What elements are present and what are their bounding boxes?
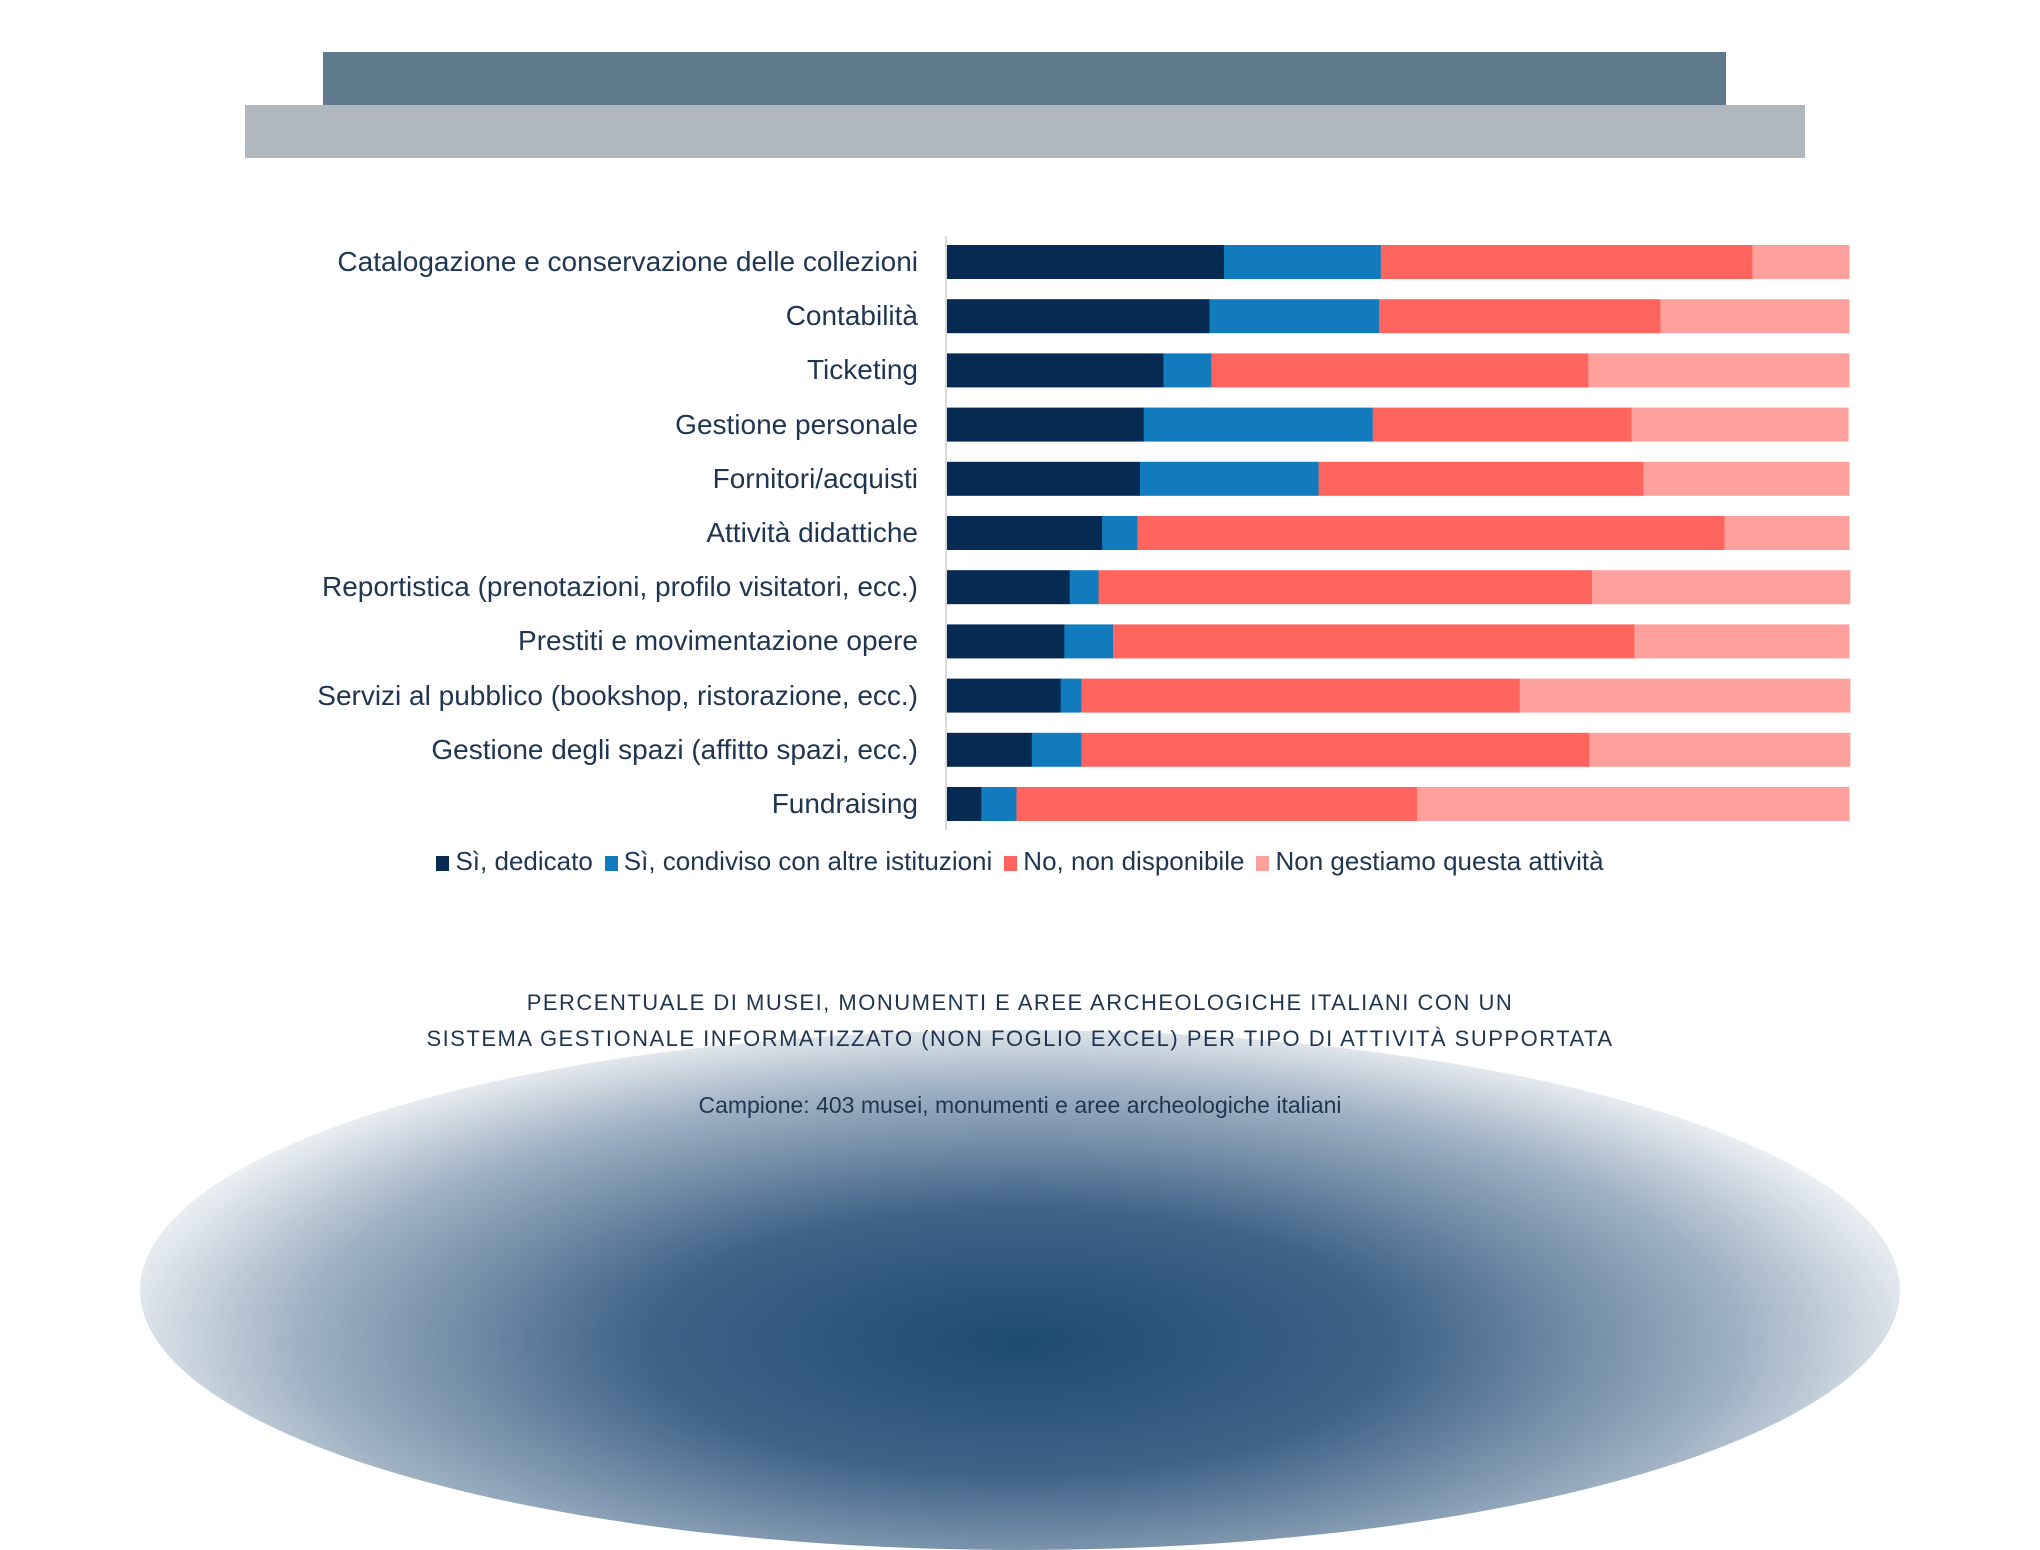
legend-swatch <box>604 856 618 871</box>
bar-segment-series-0 <box>947 299 1210 334</box>
bar-segment-series-0 <box>947 678 1062 713</box>
bar-segment-series-0 <box>947 461 1141 496</box>
legend-swatch <box>436 856 450 871</box>
header-band-light <box>245 105 1805 158</box>
bar-segment-series-1 <box>1140 461 1320 496</box>
bar-segment-series-2 <box>1372 407 1633 442</box>
legend-item: Sì, dedicato <box>436 846 593 877</box>
bar-segment-series-2 <box>1318 461 1644 496</box>
bar-segment-series-0 <box>947 624 1065 659</box>
category-label: Fundraising <box>771 788 918 819</box>
bar-segment-series-2 <box>1098 570 1593 605</box>
bar-segment-series-1 <box>1163 353 1212 388</box>
legend-swatch <box>1004 856 1018 871</box>
legend-label: Sì, dedicato <box>455 846 593 876</box>
bar-segment-series-3 <box>1634 624 1850 659</box>
bar-segment-series-1 <box>1223 245 1382 279</box>
bar-segment-series-1 <box>1060 678 1082 713</box>
category-label: Gestione degli spazi (affitto spazi, ecc… <box>431 733 918 765</box>
bar-segment-series-2 <box>1081 678 1521 713</box>
bar-segment-series-2 <box>1211 353 1589 388</box>
bar-segment-series-3 <box>1643 461 1850 496</box>
legend-label: No, non disponibile <box>1023 846 1245 876</box>
category-label: Catalogazione e conservazione delle coll… <box>337 246 918 277</box>
category-label: Reportistica (prenotazioni, profilo visi… <box>321 571 918 603</box>
bar-segment-series-3 <box>1519 678 1851 713</box>
bar-segment-series-2 <box>1137 516 1726 550</box>
caption-line-1: PERCENTUALE DI MUSEI, MONUMENTI E AREE A… <box>526 990 1514 1015</box>
bar-segment-series-3 <box>1660 299 1850 334</box>
category-label: Servizi al pubblico (bookshop, ristorazi… <box>317 679 918 711</box>
legend: Sì, dedicato Sì, condiviso con altre isti… <box>0 846 2040 877</box>
bar-segment-series-2 <box>1379 299 1661 334</box>
legend-label: Non gestiamo questa attività <box>1275 846 1604 876</box>
bar-segment-series-2 <box>1112 624 1635 659</box>
bar-segment-series-0 <box>947 570 1071 605</box>
bar-segment-series-3 <box>1631 407 1849 442</box>
bar-segment-series-0 <box>947 516 1103 550</box>
bar-segment-series-0 <box>947 407 1145 442</box>
bar-segment-series-1 <box>1069 570 1100 605</box>
y-axis-line <box>945 236 947 830</box>
bar-segment-series-3 <box>1416 787 1850 821</box>
legend-swatch <box>1256 856 1270 871</box>
header-band-dark <box>323 52 1726 105</box>
bar-segment-series-0 <box>947 245 1225 279</box>
bar-segment-series-1 <box>1064 624 1114 659</box>
category-label: Ticketing <box>806 354 918 386</box>
bar-segment-series-1 <box>1209 299 1380 334</box>
category-label: Prestiti e movimentazione opere <box>518 625 918 657</box>
bar-segment-series-1 <box>1031 732 1082 767</box>
category-label: Contabilità <box>785 300 918 332</box>
bar-segment-series-1 <box>1143 407 1374 442</box>
bar-segment-series-3 <box>1591 570 1851 605</box>
bar-segment-series-2 <box>1016 787 1418 821</box>
category-label: Gestione personale <box>675 408 918 440</box>
category-label: Attività didattiche <box>706 517 918 548</box>
legend-label: Sì, condiviso con altre istituzioni <box>623 846 993 876</box>
sample-note: Campione: 403 musei, monumenti e aree ar… <box>698 1092 1342 1118</box>
bar-segment-series-1 <box>981 787 1017 821</box>
bar-segment-series-3 <box>1588 353 1850 388</box>
legend-item: Non gestiamo questa attività <box>1256 846 1604 877</box>
category-label: Fornitori/acquisti <box>712 462 918 494</box>
bars-svg <box>947 245 1851 821</box>
bar-segment-series-0 <box>947 732 1033 767</box>
legend-item: No, non disponibile <box>1004 846 1244 877</box>
bar-segment-series-0 <box>947 787 982 821</box>
bar-segment-series-3 <box>1589 732 1851 767</box>
bar-segment-series-1 <box>1102 516 1138 550</box>
stacked-bar-chart: Catalogazione e conservazione delle coll… <box>317 236 1851 830</box>
bar-segment-series-3 <box>1752 245 1850 279</box>
bar-segment-series-2 <box>1380 245 1753 279</box>
bar-segment-series-0 <box>947 353 1164 388</box>
bar-segment-series-3 <box>1724 516 1850 550</box>
legend-item: Sì, condiviso con altre istituzioni <box>604 846 993 877</box>
caption-line-2: SISTEMA GESTIONALE INFORMATIZZATO (NON F… <box>426 1026 1614 1051</box>
bar-segment-series-2 <box>1081 732 1590 767</box>
